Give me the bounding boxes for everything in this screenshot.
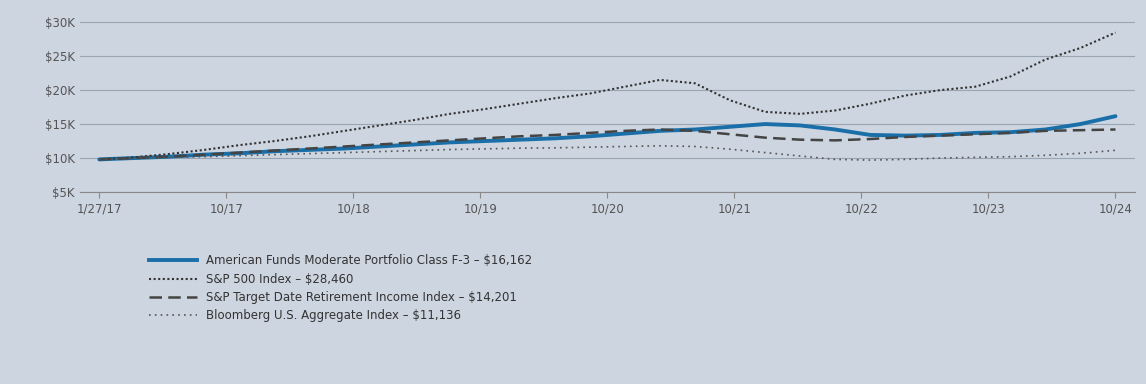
Legend: American Funds Moderate Portfolio Class F-3 – $16,162, S&P 500 Index – $28,460, : American Funds Moderate Portfolio Class …	[149, 255, 532, 322]
